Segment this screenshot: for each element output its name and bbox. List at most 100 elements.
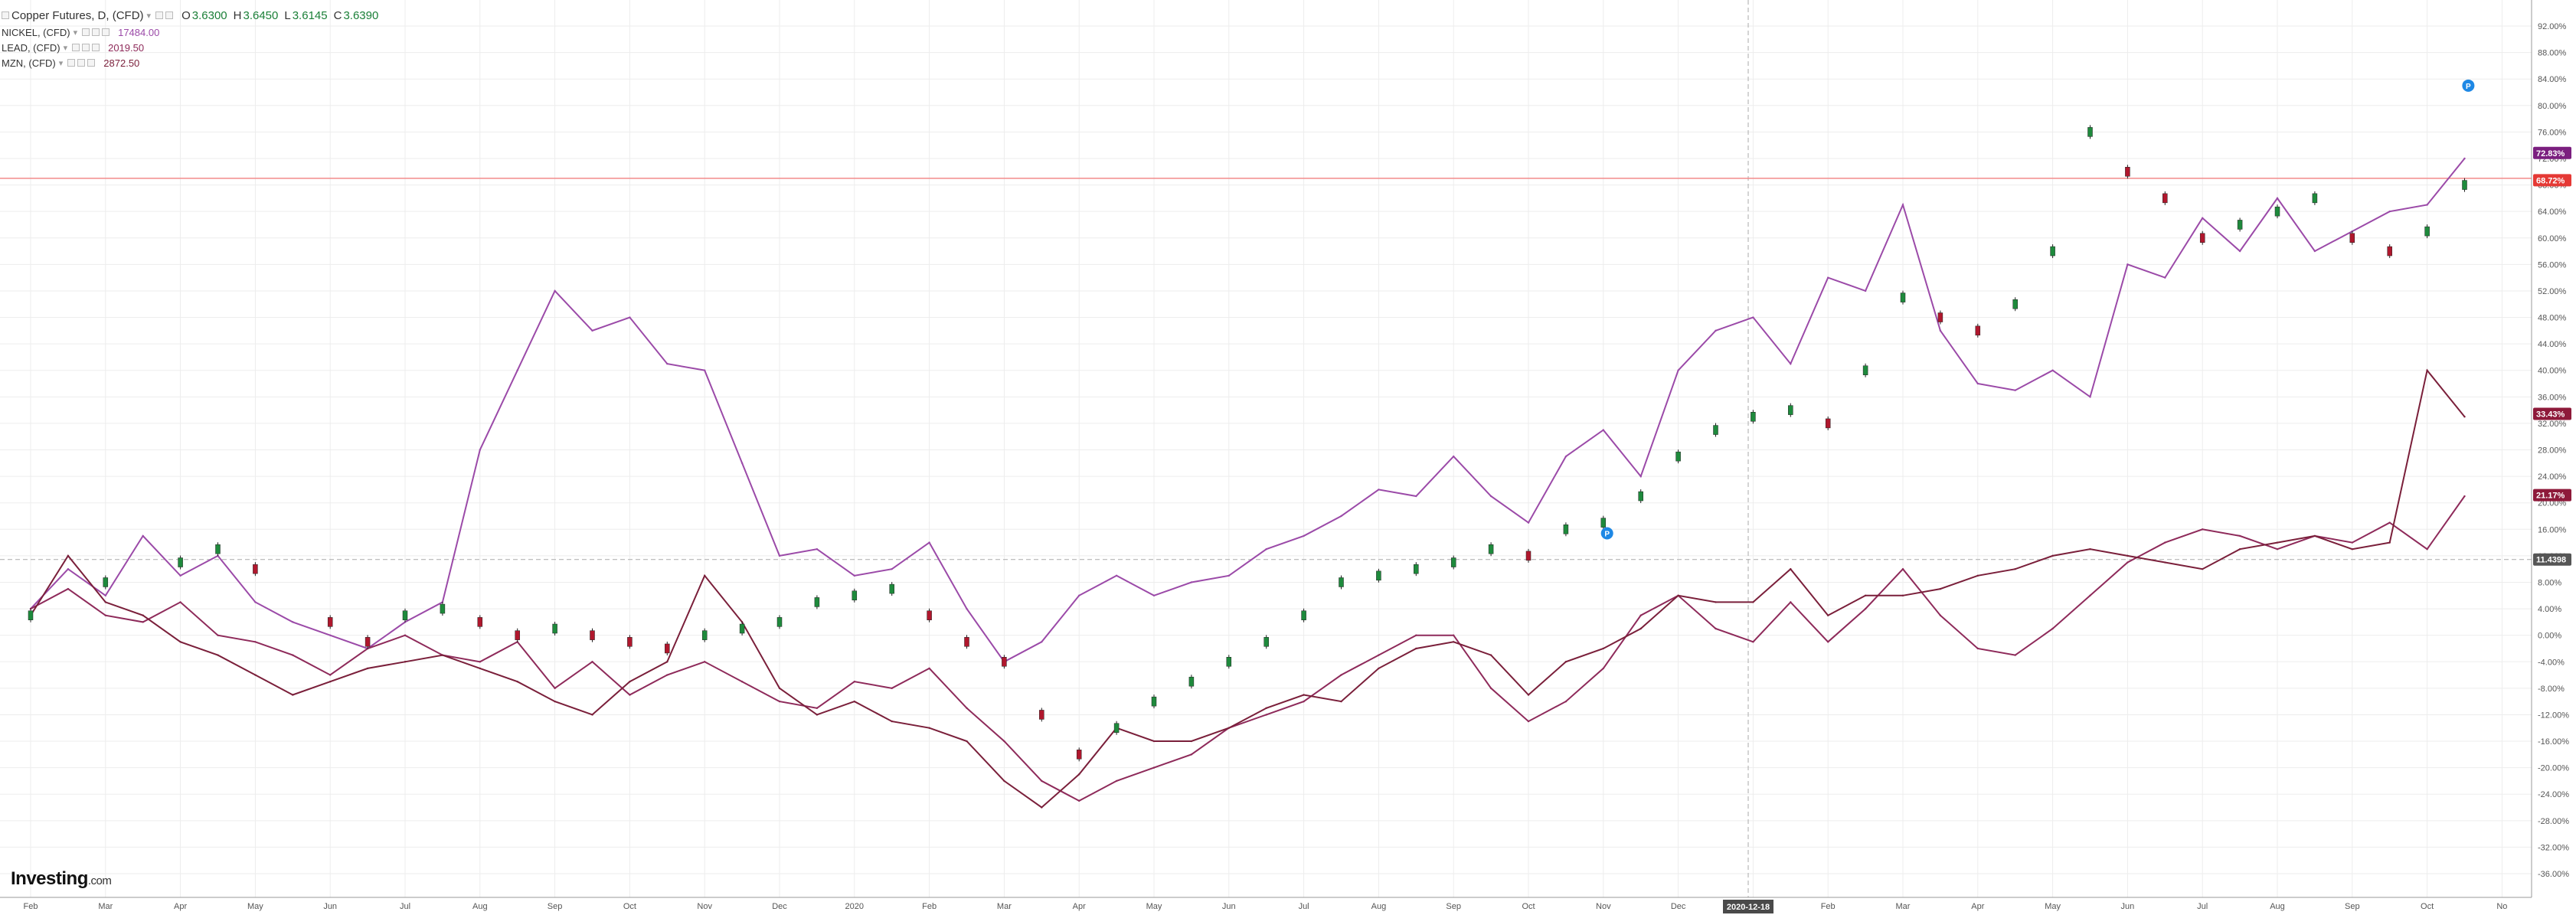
data-point — [629, 680, 631, 683]
event-marker: P — [1600, 527, 1613, 540]
candle-body — [1825, 418, 1831, 429]
data-point — [816, 548, 819, 551]
investing-logo: Investing.com — [11, 868, 112, 889]
data-point — [1901, 567, 1904, 570]
legend-collapse-icon[interactable] — [2, 11, 9, 19]
data-point — [1602, 647, 1604, 650]
series-mzn-cfd- — [29, 368, 2466, 809]
chevron-down-icon[interactable]: ▾ — [58, 58, 64, 68]
candle-body — [440, 603, 446, 614]
data-point — [2463, 157, 2466, 160]
candle-body — [1301, 610, 1306, 620]
data-point — [778, 700, 781, 703]
y-tick-label: 52.00% — [2538, 287, 2567, 296]
data-point — [1265, 548, 1267, 551]
data-point — [816, 707, 819, 709]
data-point — [816, 714, 819, 716]
data-point — [1527, 720, 1530, 723]
data-point — [704, 369, 706, 371]
data-point — [2089, 548, 2091, 551]
data-point — [1489, 495, 1492, 498]
chevron-down-icon[interactable]: ▾ — [146, 11, 152, 21]
data-point — [1265, 707, 1267, 709]
data-point — [479, 667, 481, 670]
candle-body — [701, 630, 708, 640]
visibility-icon[interactable] — [67, 59, 76, 67]
data-point — [1901, 594, 1904, 596]
data-point — [2351, 541, 2353, 544]
close-icon[interactable] — [102, 28, 110, 36]
nickel-symbol-label[interactable]: NICKEL, (CFD) — [2, 26, 70, 38]
data-point — [1827, 276, 1829, 279]
data-point — [2238, 534, 2241, 538]
data-point — [104, 594, 106, 596]
y-tick-label: -32.00% — [2538, 843, 2569, 852]
data-point — [1527, 521, 1530, 524]
settings-icon[interactable] — [92, 28, 100, 36]
data-point — [1378, 654, 1380, 656]
data-point — [2202, 217, 2204, 220]
y-tick-label: -28.00% — [2538, 817, 2569, 826]
data-point — [2313, 534, 2316, 538]
settings-icon[interactable] — [165, 11, 174, 19]
y-tick-label: -24.00% — [2538, 790, 2569, 799]
mzn-symbol-label[interactable]: MZN, (CFD) — [2, 57, 56, 69]
data-point — [1190, 581, 1193, 583]
data-point — [2313, 250, 2316, 253]
data-point — [591, 714, 593, 716]
visibility-icon[interactable] — [72, 44, 80, 51]
x-tick-label: May — [2045, 902, 2061, 911]
data-point — [1228, 727, 1231, 729]
visibility-icon[interactable] — [82, 28, 90, 36]
data-point — [1415, 647, 1417, 650]
visibility-icon[interactable] — [155, 11, 164, 19]
data-point — [1041, 779, 1043, 783]
chevron-down-icon[interactable]: ▾ — [63, 43, 68, 53]
candle-body — [1862, 365, 1868, 375]
data-point — [554, 700, 556, 703]
y-tick-label: 80.00% — [2538, 102, 2567, 111]
y-tick-label: -4.00% — [2538, 658, 2565, 667]
data-point — [1115, 574, 1118, 577]
lead-symbol-label[interactable]: LEAD, (CFD) — [2, 41, 60, 54]
data-point — [1715, 601, 1717, 603]
candle-body — [2125, 167, 2130, 177]
data-point — [2388, 541, 2391, 544]
candle-body — [1376, 570, 1381, 581]
main-symbol-label[interactable]: Copper Futures, D, (CFD) — [11, 8, 144, 22]
event-marker: P — [2462, 79, 2475, 92]
close-icon[interactable] — [87, 59, 96, 67]
candle-body — [1188, 676, 1195, 687]
data-point — [629, 694, 631, 696]
data-point — [1639, 475, 1642, 478]
data-point — [1864, 607, 1867, 610]
chevron-down-icon[interactable]: ▾ — [73, 28, 78, 38]
y-tick-label: 56.00% — [2538, 260, 2567, 270]
x-tick-label: Nov — [697, 902, 712, 911]
candle-body — [515, 630, 520, 640]
data-point — [516, 369, 518, 371]
candle-body — [1713, 425, 1718, 435]
close-icon[interactable] — [92, 44, 100, 51]
data-point — [2089, 396, 2091, 398]
x-tick-label: Jul — [400, 902, 410, 911]
data-point — [853, 574, 856, 577]
x-tick-label: Apr — [174, 902, 187, 911]
data-point — [2089, 594, 2091, 596]
candle-body — [215, 544, 221, 554]
price-tag-label: 72.83% — [2536, 149, 2565, 158]
data-point — [1303, 700, 1305, 703]
settings-icon[interactable] — [82, 44, 90, 51]
data-point — [2127, 554, 2129, 557]
legend-row-lead: LEAD, (CFD) ▾ 2019.50 — [2, 40, 378, 55]
data-point — [254, 641, 257, 643]
data-point — [1378, 667, 1380, 670]
settings-icon[interactable] — [77, 59, 86, 67]
candle-body — [28, 610, 34, 620]
data-point — [1340, 674, 1342, 676]
candle-body — [253, 564, 258, 574]
candle-body — [1937, 312, 1943, 322]
data-point — [853, 680, 856, 683]
